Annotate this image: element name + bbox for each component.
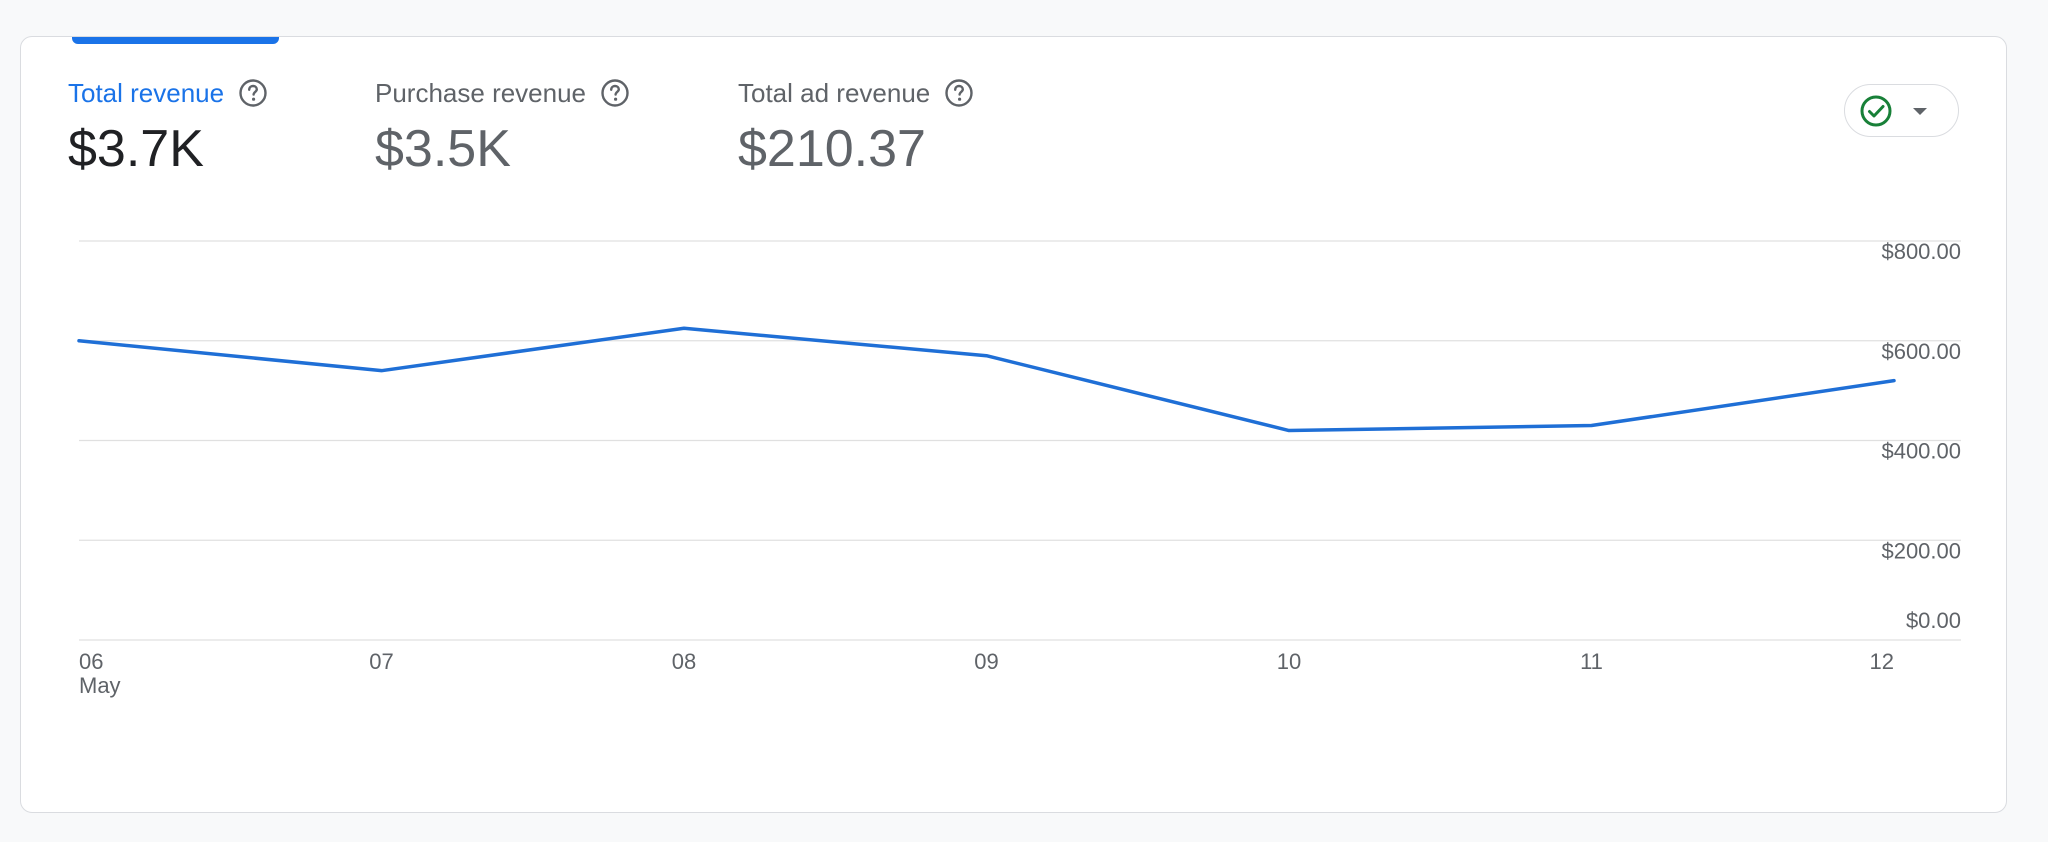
revenue-card: Total revenue $3.7K Purchase revenue $3.… [20,36,2007,813]
y-tick-label: $0.00 [1906,608,1961,633]
y-tick-label: $200.00 [1881,538,1961,563]
x-tick-label: 08 [672,649,696,674]
metric-total-ad-revenue[interactable]: Total ad revenue $210.37 [738,75,974,178]
y-tick-label: $600.00 [1881,339,1961,364]
x-tick-label: 11 [1580,649,1603,674]
metric-label: Total ad revenue [738,77,931,108]
help-circle-icon[interactable] [238,78,268,108]
metric-label: Total revenue [68,77,225,108]
revenue-line-chart: $0.00 $200.00 $400.00 $600.00 $800.00 06 07 08 0… [77,239,1961,698]
x-tick-label: 07 [369,649,393,674]
x-tick-label: 12 [1870,649,1894,674]
y-tick-label: $800.00 [1881,239,1961,264]
x-tick-sublabel: May [79,673,121,698]
caret-down-icon [1913,107,1927,115]
metric-value: $210.37 [738,120,926,178]
x-tick-label: 06 [79,649,103,674]
x-tick-label: 10 [1277,649,1301,674]
check-circle-icon [1860,95,1892,126]
y-tick-label: $400.00 [1881,439,1961,464]
metric-total-revenue[interactable]: Total revenue $3.7K [68,75,268,178]
x-tick-label: 09 [974,649,998,674]
series-line [77,326,1896,433]
help-circle-icon[interactable] [600,78,630,108]
active-tab-indicator [72,37,279,44]
metric-value: $3.5K [375,120,511,178]
compare-dropdown-button[interactable] [1844,84,1959,137]
metric-purchase-revenue[interactable]: Purchase revenue $3.5K [375,75,630,178]
metric-value: $3.7K [68,120,204,178]
help-circle-icon[interactable] [944,78,974,108]
metric-label: Purchase revenue [375,77,587,108]
